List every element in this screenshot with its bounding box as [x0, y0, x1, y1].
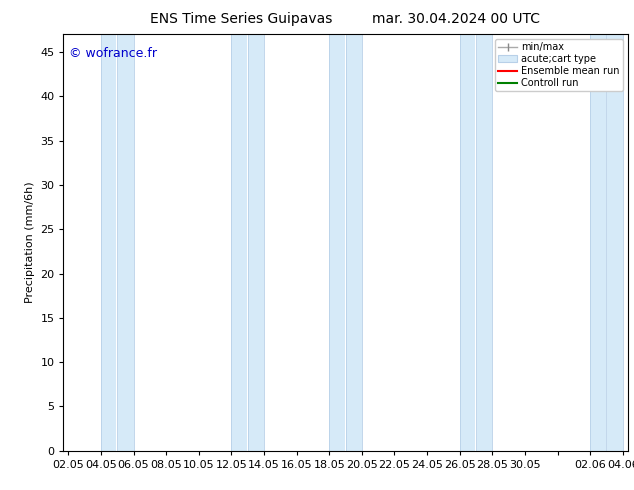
Bar [590, 34, 605, 451]
Legend: min/max, acute;cart type, Ensemble mean run, Controll run: min/max, acute;cart type, Ensemble mean … [495, 39, 623, 91]
Bar [249, 34, 264, 451]
Bar [477, 34, 493, 451]
Bar [607, 34, 623, 451]
Bar [346, 34, 362, 451]
Text: © wofrance.fr: © wofrance.fr [69, 47, 157, 60]
Bar [231, 34, 247, 451]
Y-axis label: Precipitation (mm/6h): Precipitation (mm/6h) [25, 182, 35, 303]
Bar [329, 34, 345, 451]
Bar [118, 34, 134, 451]
Bar [101, 34, 117, 451]
Bar [460, 34, 475, 451]
Text: ENS Time Series Guipavas: ENS Time Series Guipavas [150, 12, 332, 26]
Text: mar. 30.04.2024 00 UTC: mar. 30.04.2024 00 UTC [373, 12, 540, 26]
